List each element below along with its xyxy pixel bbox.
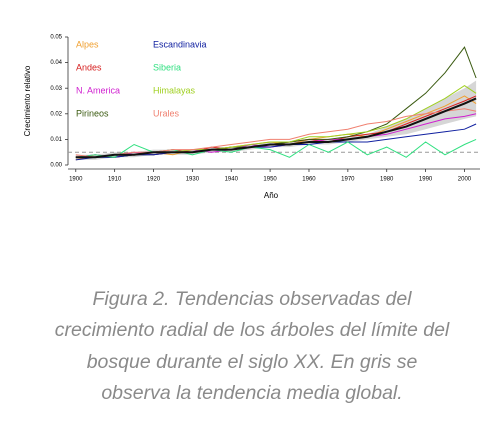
y-tick-label: 0.03 xyxy=(50,86,62,92)
caption-line: Figura 2. Tendencias observadas del xyxy=(92,288,412,310)
legend-entry: Himalayas xyxy=(153,85,196,95)
x-tick-label: 1950 xyxy=(263,177,277,183)
series-line xyxy=(75,108,477,158)
y-tick-label: 0.01 xyxy=(50,137,62,143)
x-tick-label: 1960 xyxy=(302,177,316,183)
x-axis-label: Año xyxy=(264,191,279,200)
x-tick-label: 1990 xyxy=(419,177,433,183)
series-line xyxy=(75,123,477,161)
legend-entry: Alpes xyxy=(76,39,99,49)
x-tick-label: 1940 xyxy=(225,177,239,183)
x-tick-label: 1900 xyxy=(69,177,83,183)
legend-entry: Escandinavia xyxy=(153,39,207,49)
series-line xyxy=(75,46,477,158)
x-tick-label: 1980 xyxy=(380,177,394,183)
caption-line: observa la tendencia media global. xyxy=(101,382,402,404)
mean-line xyxy=(75,97,477,159)
legend-entry: Andes xyxy=(76,62,102,72)
caption-line: crecimiento radial de los árboles del lí… xyxy=(55,319,450,341)
legend-entry: Siberia xyxy=(153,62,181,72)
y-tick-label: 0.00 xyxy=(50,163,62,169)
y-tick-label: 0.04 xyxy=(50,60,62,66)
y-tick-label: 0.02 xyxy=(50,111,62,117)
caption-line: bosque durante el siglo XX. En gris se xyxy=(87,351,418,373)
x-tick-label: 2000 xyxy=(458,177,472,183)
legend-entry: Pirineos xyxy=(76,108,109,118)
y-axis-label: Crecimiento relativo xyxy=(23,65,32,136)
x-tick-label: 1920 xyxy=(147,177,161,183)
series-line xyxy=(75,138,477,158)
legend-entry: Urales xyxy=(153,108,180,118)
y-tick-label: 0.05 xyxy=(50,35,62,41)
x-tick-label: 1970 xyxy=(341,177,355,183)
x-tick-label: 1910 xyxy=(108,177,122,183)
x-tick-label: 1930 xyxy=(186,177,200,183)
legend-entry: N. America xyxy=(76,85,120,95)
